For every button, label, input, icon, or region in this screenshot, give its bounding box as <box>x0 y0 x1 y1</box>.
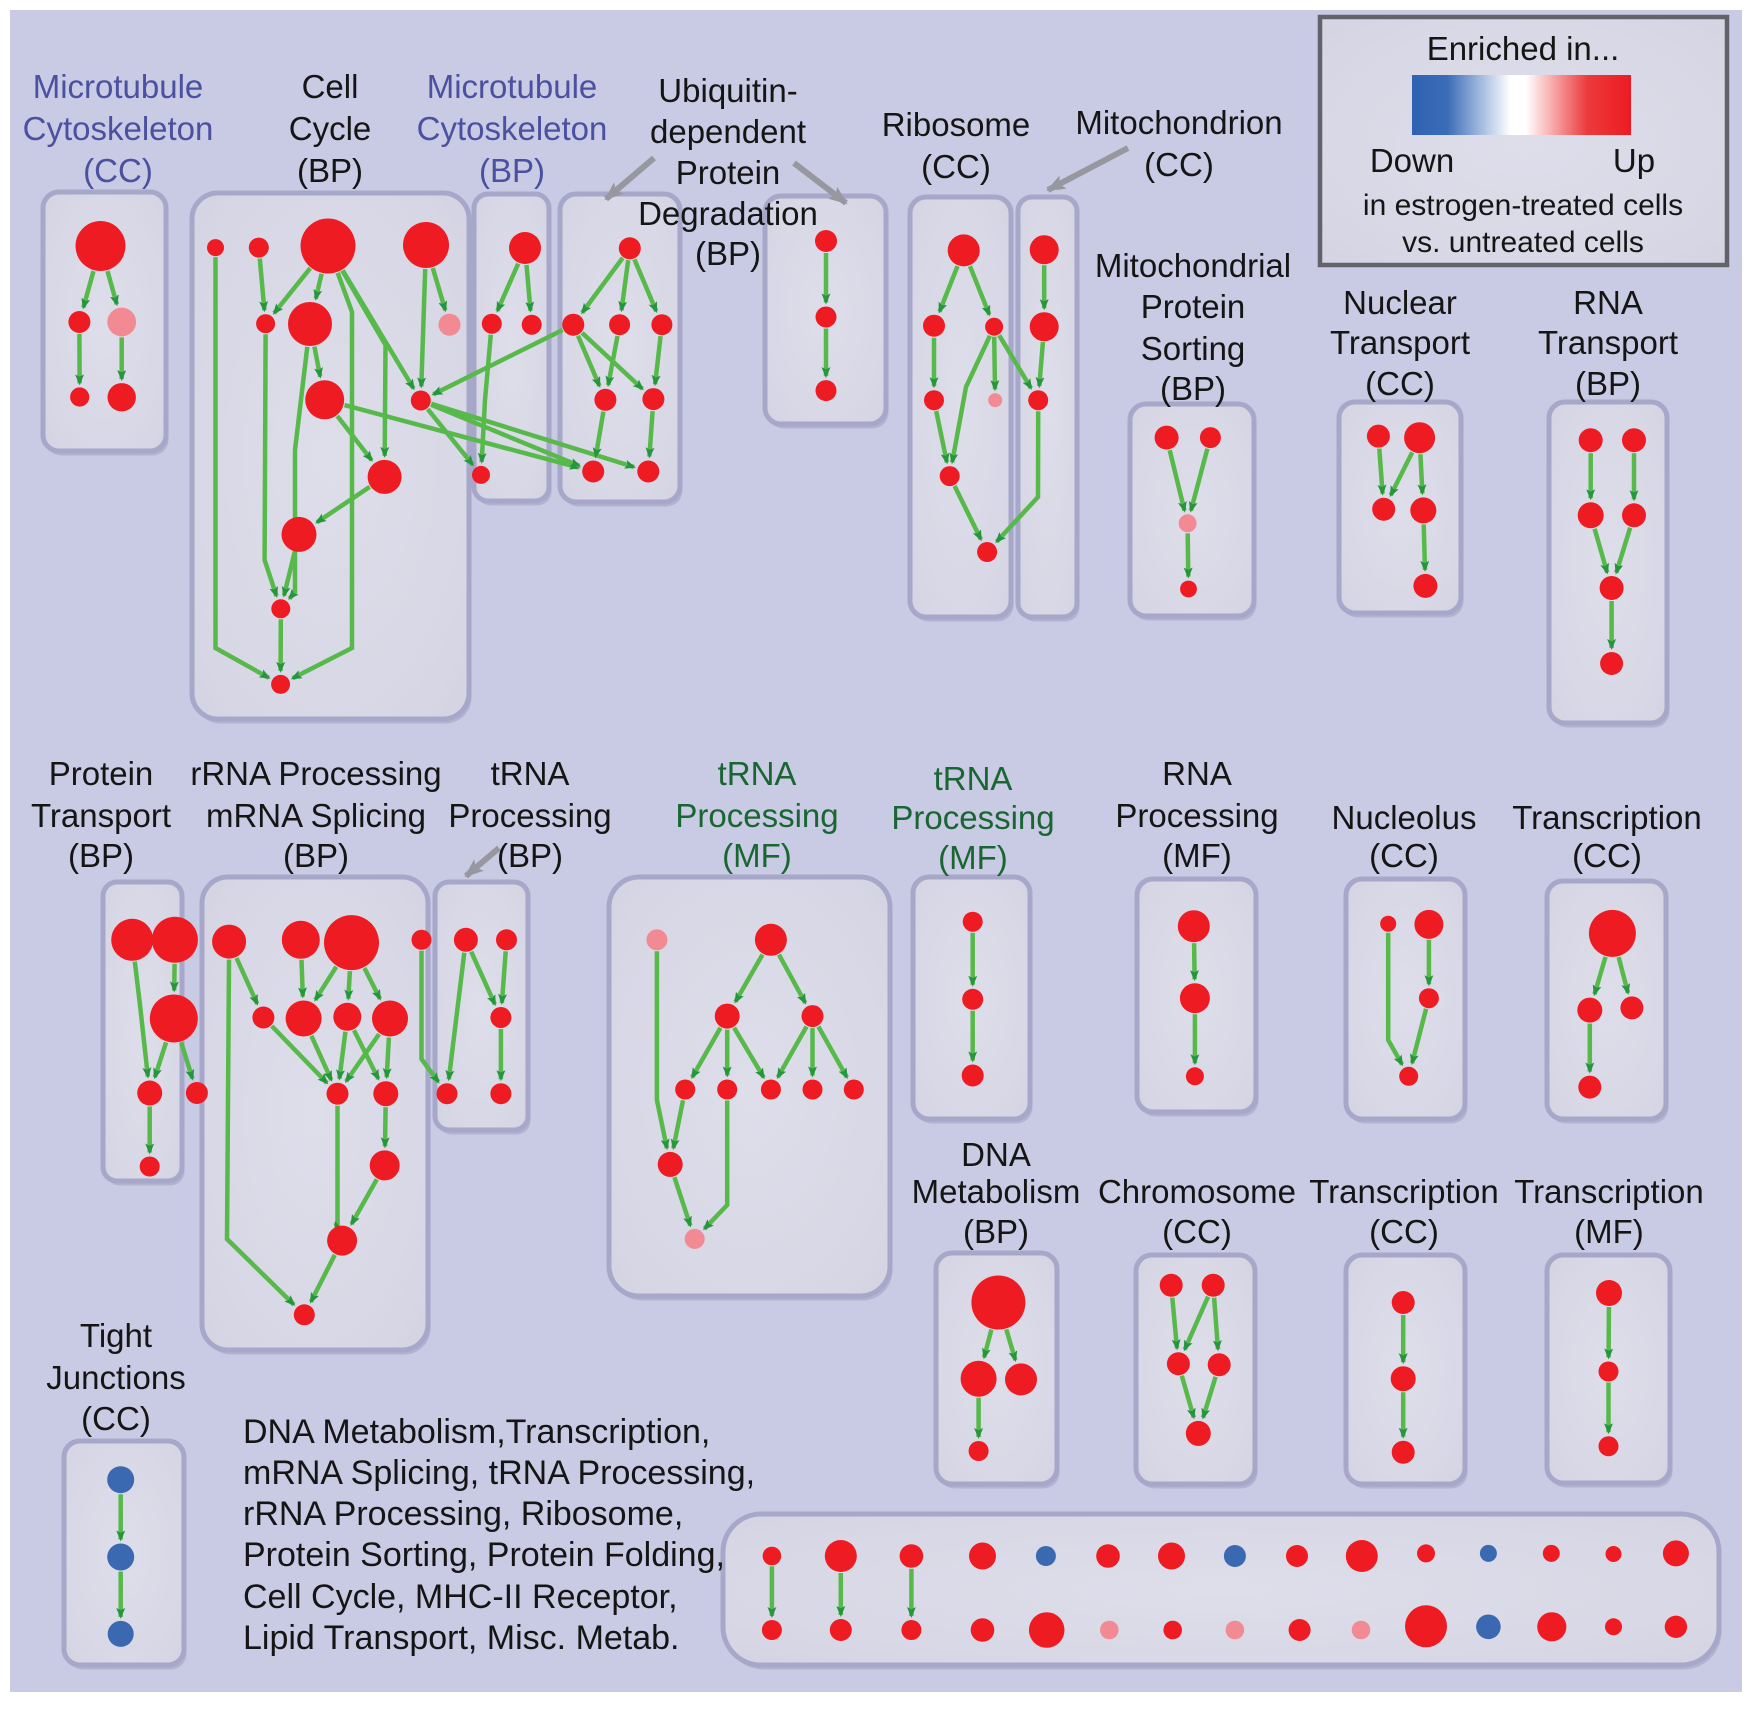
svg-text:(BP): (BP) <box>963 1213 1029 1250</box>
svg-text:Microtubule: Microtubule <box>427 68 598 105</box>
svg-text:Microtubule: Microtubule <box>33 68 204 105</box>
svg-text:(BP): (BP) <box>1575 365 1641 402</box>
svg-text:(CC): (CC) <box>1365 365 1435 402</box>
svg-text:Processing: Processing <box>448 797 611 834</box>
svg-text:RNA: RNA <box>1162 755 1232 792</box>
svg-text:Transcription: Transcription <box>1309 1173 1499 1210</box>
svg-text:Cytoskeleton: Cytoskeleton <box>23 110 214 147</box>
svg-text:Down: Down <box>1370 142 1454 179</box>
svg-text:(MF): (MF) <box>1162 837 1232 874</box>
svg-text:Protein: Protein <box>49 755 154 792</box>
svg-text:(BP): (BP) <box>283 837 349 874</box>
svg-text:Transcription: Transcription <box>1512 799 1702 836</box>
svg-text:Transport: Transport <box>1330 324 1470 361</box>
svg-text:Protein Sorting, Protein Foldi: Protein Sorting, Protein Folding, <box>243 1536 725 1574</box>
svg-text:DNA: DNA <box>961 1136 1031 1173</box>
svg-text:RNA: RNA <box>1573 284 1643 321</box>
svg-text:(CC): (CC) <box>83 152 153 189</box>
svg-text:Protein: Protein <box>676 154 781 191</box>
svg-text:Mitochondrial: Mitochondrial <box>1095 247 1291 284</box>
svg-text:Cell Cycle, MHC-II Receptor,: Cell Cycle, MHC-II Receptor, <box>243 1578 678 1616</box>
svg-text:Cell: Cell <box>302 68 359 105</box>
svg-text:(CC): (CC) <box>1144 146 1214 183</box>
svg-text:(CC): (CC) <box>81 1400 151 1437</box>
svg-text:mRNA Splicing, tRNA Processing: mRNA Splicing, tRNA Processing, <box>243 1454 755 1492</box>
svg-text:(CC): (CC) <box>1369 1213 1439 1250</box>
svg-text:Junctions: Junctions <box>46 1359 185 1396</box>
svg-text:rRNA Processing, Ribosome,: rRNA Processing, Ribosome, <box>243 1495 683 1533</box>
svg-text:Ribosome: Ribosome <box>882 106 1031 143</box>
svg-text:(BP): (BP) <box>479 152 545 189</box>
svg-text:(MF): (MF) <box>938 839 1008 876</box>
svg-text:(CC): (CC) <box>1572 837 1642 874</box>
svg-text:Up: Up <box>1613 142 1655 179</box>
svg-text:Transport: Transport <box>1538 324 1678 361</box>
svg-text:Lipid Transport, Misc. Metab.: Lipid Transport, Misc. Metab. <box>243 1619 680 1657</box>
svg-text:(CC): (CC) <box>1162 1213 1232 1250</box>
svg-text:(BP): (BP) <box>1160 370 1226 407</box>
svg-text:(BP): (BP) <box>68 837 134 874</box>
svg-text:Protein: Protein <box>1141 288 1246 325</box>
svg-text:Sorting: Sorting <box>1141 330 1246 367</box>
svg-text:Degradation: Degradation <box>638 195 818 232</box>
svg-text:(MF): (MF) <box>1574 1213 1644 1250</box>
svg-text:(CC): (CC) <box>1369 837 1439 874</box>
svg-text:tRNA: tRNA <box>491 755 570 792</box>
svg-text:(CC): (CC) <box>921 148 991 185</box>
svg-text:(BP): (BP) <box>497 837 563 874</box>
svg-text:Mitochondrion: Mitochondrion <box>1075 104 1282 141</box>
svg-text:Nucleolus: Nucleolus <box>1332 799 1477 836</box>
svg-text:(MF): (MF) <box>722 837 792 874</box>
svg-text:Processing: Processing <box>1115 797 1278 834</box>
svg-text:vs. untreated cells: vs. untreated cells <box>1402 226 1644 259</box>
svg-text:(BP): (BP) <box>695 235 761 272</box>
svg-text:Processing: Processing <box>891 799 1054 836</box>
svg-text:Metabolism: Metabolism <box>912 1173 1081 1210</box>
svg-text:Cycle: Cycle <box>289 110 372 147</box>
svg-text:tRNA: tRNA <box>718 755 797 792</box>
svg-text:tRNA: tRNA <box>934 760 1013 797</box>
svg-text:Transport: Transport <box>31 797 171 834</box>
svg-text:Ubiquitin-: Ubiquitin- <box>658 72 797 109</box>
svg-text:Tight: Tight <box>80 1317 152 1354</box>
svg-text:in estrogen-treated cells: in estrogen-treated cells <box>1363 189 1683 222</box>
svg-text:(BP): (BP) <box>297 152 363 189</box>
svg-text:rRNA Processing: rRNA Processing <box>190 755 441 792</box>
svg-text:Chromosome: Chromosome <box>1098 1173 1296 1210</box>
svg-text:Processing: Processing <box>675 797 838 834</box>
svg-text:DNA Metabolism,Transcription,: DNA Metabolism,Transcription, <box>243 1413 710 1451</box>
svg-text:Transcription: Transcription <box>1514 1173 1704 1210</box>
svg-text:Cytoskeleton: Cytoskeleton <box>417 110 608 147</box>
svg-text:Nuclear: Nuclear <box>1343 284 1457 321</box>
svg-text:mRNA Splicing: mRNA Splicing <box>206 797 426 834</box>
svg-text:dependent: dependent <box>650 113 806 150</box>
svg-text:Enriched in...: Enriched in... <box>1427 30 1620 67</box>
